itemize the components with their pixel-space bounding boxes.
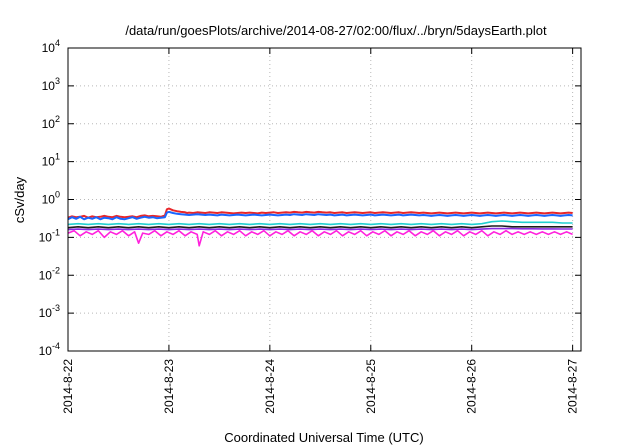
y-tick-base: 10 <box>42 117 56 131</box>
x-tick-label: 2014-8-22 <box>61 359 75 414</box>
y-tick-base: 10 <box>42 79 56 93</box>
y-tick-label: 10-2 <box>39 265 60 282</box>
y-tick-base: 10 <box>39 306 53 320</box>
y-axis-label: cSv/day <box>12 176 27 223</box>
y-tick-exponent: -2 <box>52 265 60 275</box>
y-tick-label: 102 <box>42 114 60 131</box>
y-tick-label: 104 <box>42 38 60 55</box>
x-tick-label: 2014-8-25 <box>364 359 378 414</box>
y-tick-exponent: 0 <box>55 190 60 200</box>
y-tick-base: 10 <box>39 230 53 244</box>
chart-title: /data/run/goesPlots/archive/2014-08-27/0… <box>125 23 547 38</box>
y-tick-exponent: 1 <box>55 152 60 162</box>
y-tick-label: 101 <box>42 152 60 169</box>
series-line-5 <box>67 227 573 231</box>
series-line-1 <box>67 207 573 219</box>
series-line-2 <box>67 210 573 221</box>
y-tick-base: 10 <box>39 268 53 282</box>
x-axis-label: Coordinated Universal Time (UTC) <box>224 430 423 445</box>
y-tick-exponent: 2 <box>55 114 60 124</box>
x-tick-label: 2014-8-23 <box>162 359 176 414</box>
y-tick-label: 10-4 <box>39 341 60 358</box>
y-tick-base: 10 <box>42 155 56 169</box>
series-line-4 <box>67 225 573 229</box>
y-tick-base: 10 <box>42 193 56 207</box>
y-tick-label: 100 <box>42 190 60 207</box>
y-tick-exponent: -1 <box>52 227 60 237</box>
grid <box>68 48 581 351</box>
y-tick-exponent: 3 <box>55 76 60 86</box>
y-tick-exponent: -4 <box>52 341 60 351</box>
series-line-6 <box>67 229 573 247</box>
y-tick-label: 10-3 <box>39 303 60 320</box>
series-line-3 <box>67 220 573 226</box>
x-tick-label: 2014-8-27 <box>566 359 580 414</box>
y-tick-base: 10 <box>39 344 53 358</box>
x-tick-label: 2014-8-26 <box>465 359 479 414</box>
y-tick-exponent: 4 <box>55 38 60 48</box>
series-layer <box>67 207 573 247</box>
y-tick-label: 10-1 <box>39 227 60 244</box>
x-tick-label: 2014-8-24 <box>263 359 277 414</box>
y-tick-exponent: -3 <box>52 303 60 313</box>
y-tick-label: 103 <box>42 76 60 93</box>
x-axis: 2014-8-22 2014-8-23 2014-8-24 2014-8-25 2014… <box>61 48 580 414</box>
y-tick-base: 10 <box>42 41 56 55</box>
